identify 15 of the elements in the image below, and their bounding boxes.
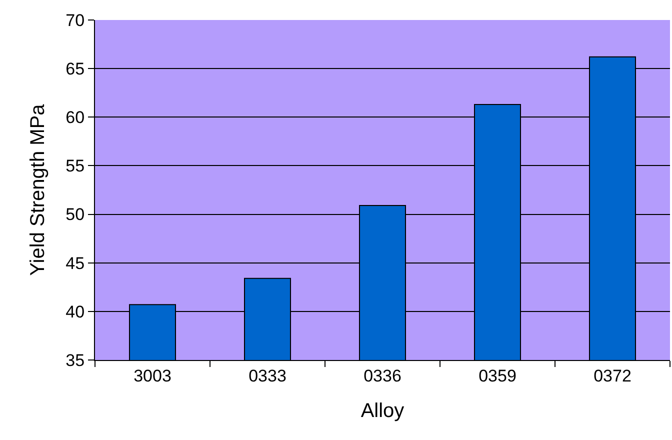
y-tick-label: 35 <box>66 350 85 370</box>
y-tick-label: 40 <box>66 302 85 322</box>
x-tick-label: 0359 <box>478 366 516 386</box>
x-tick-label: 0333 <box>248 366 286 386</box>
x-axis-title: Alloy <box>360 400 404 422</box>
x-tick-label: 0372 <box>594 366 632 386</box>
y-tick-label: 70 <box>66 10 85 30</box>
y-tick-label: 45 <box>66 254 85 273</box>
x-tick-label: 0336 <box>364 366 402 386</box>
y-tick-label: 60 <box>66 108 85 128</box>
y-tick-label: 55 <box>66 156 85 176</box>
x-tick-label: 3003 <box>134 366 172 386</box>
y-tick-label: 50 <box>66 205 85 224</box>
y-axis-title: Yield Strength MPa <box>27 103 50 276</box>
y-tick-label: 65 <box>66 60 85 79</box>
